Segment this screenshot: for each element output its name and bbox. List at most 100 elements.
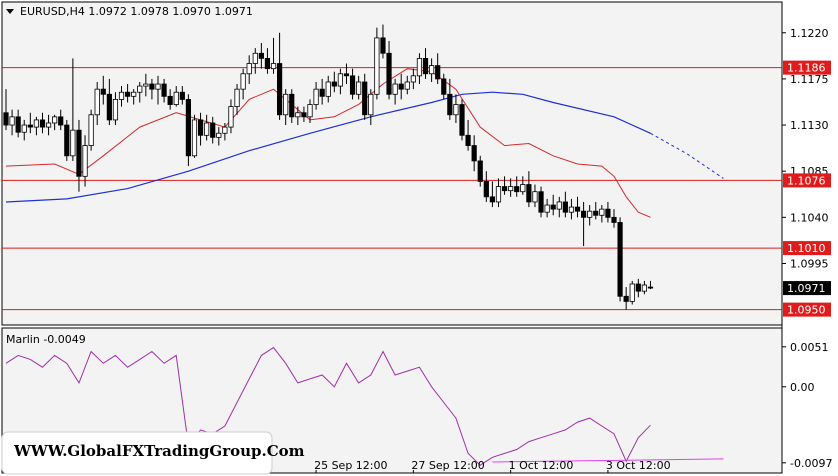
ma-blue-projection xyxy=(650,132,724,179)
candle-body xyxy=(599,208,605,216)
candle-body xyxy=(362,81,368,116)
candle xyxy=(544,198,550,218)
candle-body xyxy=(33,119,40,128)
level-label-text: 1.1076 xyxy=(787,174,826,187)
price-tick-label: 1.1040 xyxy=(790,211,829,224)
level-label-text: 1.0950 xyxy=(787,304,826,317)
candle-body xyxy=(647,286,654,289)
candle xyxy=(52,114,58,131)
candle-body xyxy=(112,99,119,121)
candle xyxy=(605,201,611,223)
candle xyxy=(343,63,350,85)
candle-body xyxy=(45,122,52,128)
candle-body xyxy=(325,81,331,97)
candle xyxy=(143,73,149,97)
candle xyxy=(112,92,119,126)
candle xyxy=(556,196,562,218)
candle xyxy=(204,114,210,141)
candle xyxy=(15,109,21,138)
candle-body xyxy=(544,204,550,213)
candle-body xyxy=(197,119,204,136)
candle-body xyxy=(70,129,76,157)
candle xyxy=(459,99,465,141)
candle-body xyxy=(495,186,502,203)
candle xyxy=(106,78,112,126)
candle xyxy=(550,194,556,216)
candle xyxy=(532,184,538,208)
candle xyxy=(514,176,520,197)
candle xyxy=(337,68,344,95)
candle xyxy=(568,198,575,220)
candle-body xyxy=(94,88,100,116)
current-price-text: 1.0971 xyxy=(787,282,826,295)
candle xyxy=(587,205,593,226)
candle xyxy=(599,205,605,223)
candle-body xyxy=(356,81,362,95)
candle-body xyxy=(477,160,483,182)
candle xyxy=(471,135,477,172)
candle xyxy=(641,280,648,295)
candle xyxy=(368,89,374,126)
candle-body xyxy=(283,93,289,116)
moving-average-blue xyxy=(5,91,724,203)
candle xyxy=(76,119,82,192)
candle-body xyxy=(508,186,514,192)
candle-body xyxy=(15,116,21,133)
candle-body xyxy=(635,283,641,292)
candle xyxy=(404,75,410,95)
watermark-box xyxy=(1,431,273,475)
candle-body xyxy=(562,201,568,213)
candle-body xyxy=(3,112,9,126)
collapse-triangle-icon[interactable] xyxy=(6,9,14,14)
ma-blue-line xyxy=(5,91,651,203)
current-price-box xyxy=(783,281,831,296)
candle-body xyxy=(289,93,295,118)
candle xyxy=(611,209,617,228)
level-label-box xyxy=(783,302,831,317)
candle xyxy=(428,58,435,82)
candle xyxy=(307,99,313,123)
candle xyxy=(173,86,179,107)
candle-body xyxy=(526,184,532,203)
candle xyxy=(465,119,471,151)
candle xyxy=(392,78,398,105)
candle xyxy=(574,196,581,218)
candle-body xyxy=(617,222,623,297)
candle-body xyxy=(216,132,222,138)
candle-body xyxy=(386,52,392,95)
candle xyxy=(179,86,185,105)
candle-body xyxy=(167,95,173,105)
candle-body xyxy=(234,88,240,107)
candle-body xyxy=(611,216,617,223)
candle xyxy=(301,106,307,122)
candle xyxy=(88,109,94,151)
time-tick-label: 1 Oct 12:00 xyxy=(509,459,574,472)
candle xyxy=(398,73,404,100)
price-tick-label: 1.1220 xyxy=(790,27,829,40)
candle-body xyxy=(368,93,374,116)
candle xyxy=(197,112,204,146)
price-tick-label: 1.0995 xyxy=(790,257,829,270)
candle xyxy=(27,112,33,134)
time-tick-label: 27 Sep 12:00 xyxy=(411,459,484,472)
candle xyxy=(623,287,629,310)
candle xyxy=(331,71,337,93)
candle xyxy=(356,75,362,100)
candle-body xyxy=(605,208,611,218)
candle-body xyxy=(246,63,252,75)
candle-body xyxy=(422,57,429,75)
candle xyxy=(39,112,46,134)
osc-tick-label: 0.0051 xyxy=(790,341,829,354)
candle-body xyxy=(489,196,496,203)
candle-body xyxy=(410,75,416,83)
level-label-text: 1.1186 xyxy=(787,62,826,75)
candle-body xyxy=(532,191,538,203)
candle-body xyxy=(270,63,277,70)
candle-body xyxy=(258,52,264,59)
candle xyxy=(289,89,295,123)
candle xyxy=(155,75,161,105)
candle-body xyxy=(191,119,198,157)
candle xyxy=(647,280,654,290)
watermark-text: WWW.GlobalFXTradingGroup.Com xyxy=(13,442,305,460)
